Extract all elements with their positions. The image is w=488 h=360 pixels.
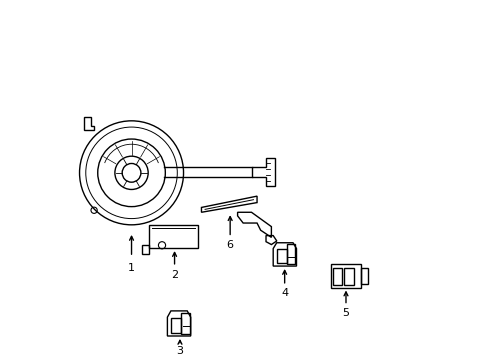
Text: 1: 1 <box>128 263 135 273</box>
Bar <box>332 268 342 285</box>
Bar <box>181 313 189 334</box>
Bar <box>344 268 353 285</box>
Bar <box>142 244 149 253</box>
Bar <box>149 225 198 248</box>
Text: 2: 2 <box>171 270 178 280</box>
Text: 3: 3 <box>176 346 183 356</box>
Text: 4: 4 <box>281 288 287 298</box>
Text: 5: 5 <box>342 308 349 318</box>
Bar <box>330 264 360 288</box>
Text: 6: 6 <box>226 239 233 249</box>
Bar <box>360 268 367 284</box>
Bar <box>276 249 286 263</box>
Bar <box>171 318 181 333</box>
Bar <box>286 244 295 264</box>
